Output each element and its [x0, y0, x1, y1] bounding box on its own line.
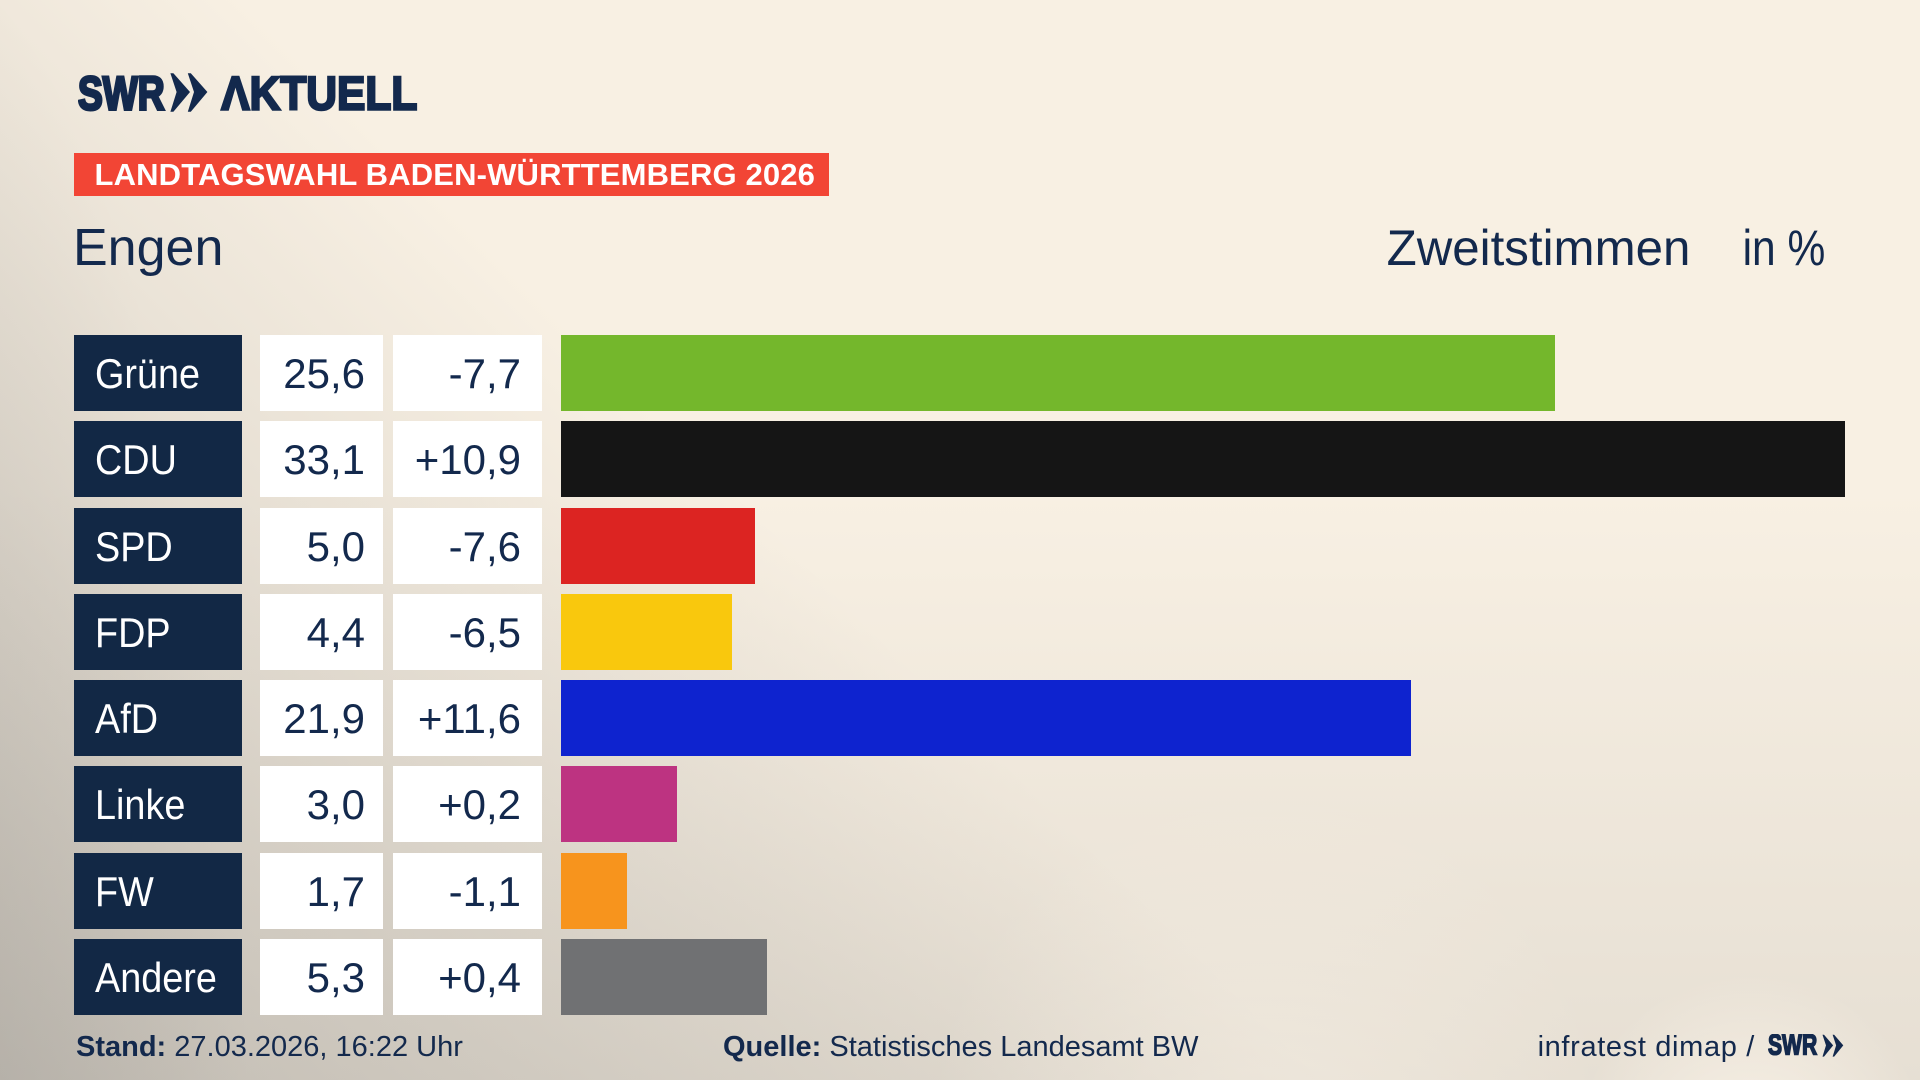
svg-text:SWR: SWR: [1768, 1034, 1817, 1058]
svg-text:ΛKTUELL: ΛKTUELL: [221, 68, 417, 118]
svg-text:SWR: SWR: [78, 68, 165, 118]
